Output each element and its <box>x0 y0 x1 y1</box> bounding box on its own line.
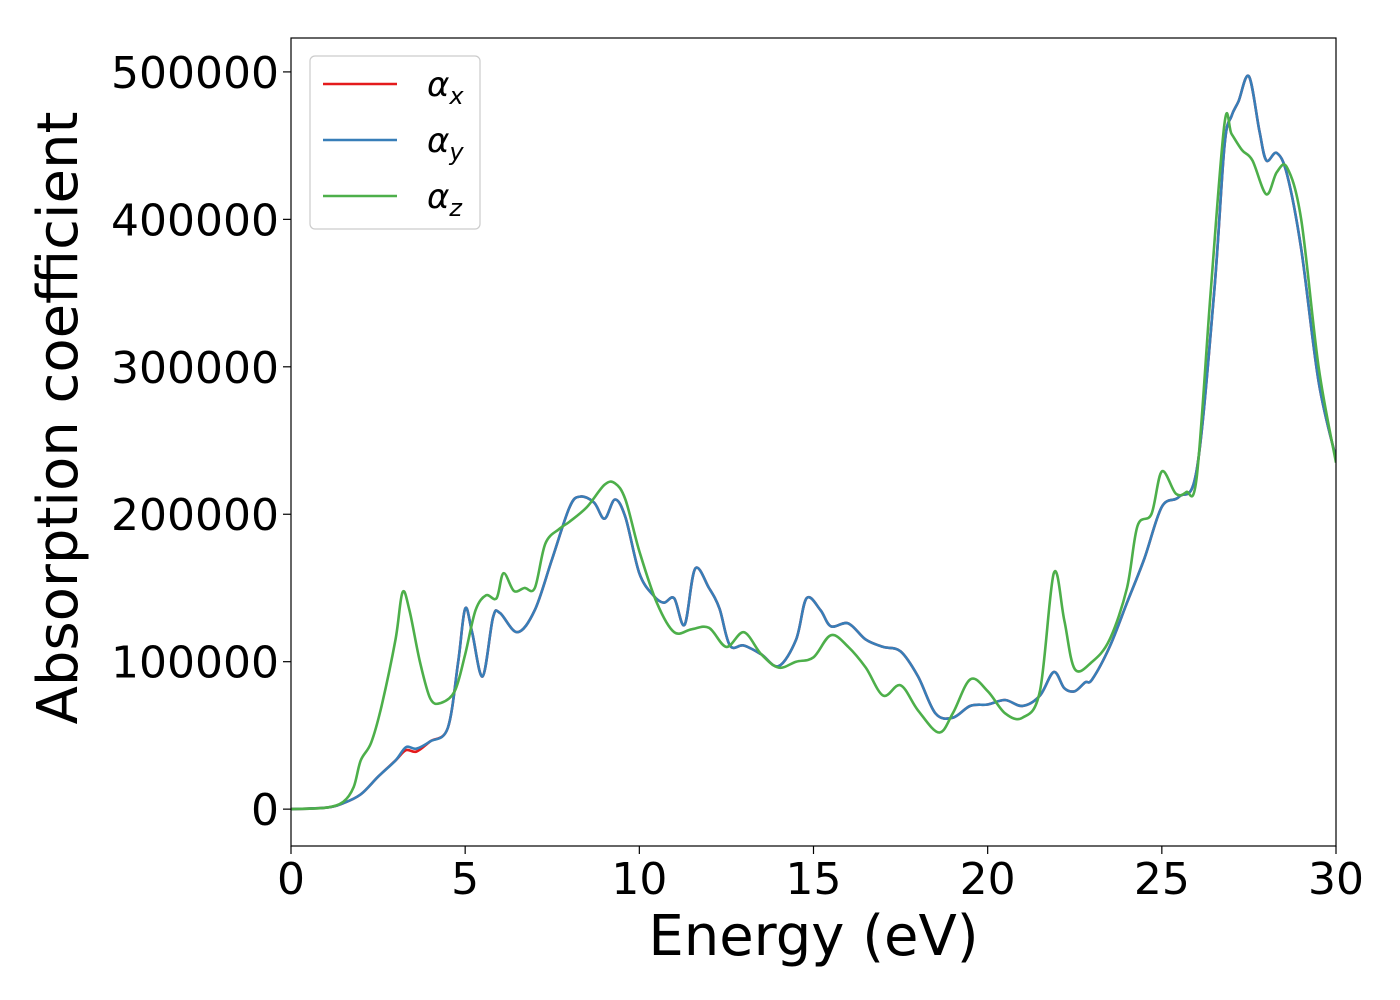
x-tick-label: 5 <box>451 854 479 905</box>
legend-label-z: αz <box>427 177 463 222</box>
x-tick-label: 0 <box>277 854 305 905</box>
x-axis: 0 5 10 15 20 25 30 <box>277 846 1364 905</box>
y-axis: 0 100000 200000 300000 400000 500000 <box>111 48 291 836</box>
x-axis-label: Energy (eV) <box>648 904 978 969</box>
y-tick-label: 100000 <box>111 638 279 689</box>
y-tick-label: 200000 <box>111 490 279 541</box>
legend: αx αy αz <box>309 55 481 230</box>
legend-label-x: αx <box>427 65 464 110</box>
series-line-z <box>291 112 1336 811</box>
y-tick-label: 500000 <box>111 48 279 99</box>
y-axis-label: Absorption coefficient <box>26 112 91 725</box>
x-tick-label: 20 <box>960 854 1016 905</box>
y-tick-label: 400000 <box>111 195 279 246</box>
x-tick-label: 25 <box>1134 854 1190 905</box>
y-tick-label: 300000 <box>111 343 279 394</box>
x-tick-label: 30 <box>1308 854 1364 905</box>
x-tick-label: 15 <box>786 854 842 905</box>
x-tick-label: 10 <box>611 854 667 905</box>
y-tick-label: 0 <box>251 785 279 836</box>
legend-label-y: αy <box>427 121 464 166</box>
plot-lines <box>291 74 1336 811</box>
series-line-y <box>291 74 1336 811</box>
legend-box <box>309 55 481 230</box>
